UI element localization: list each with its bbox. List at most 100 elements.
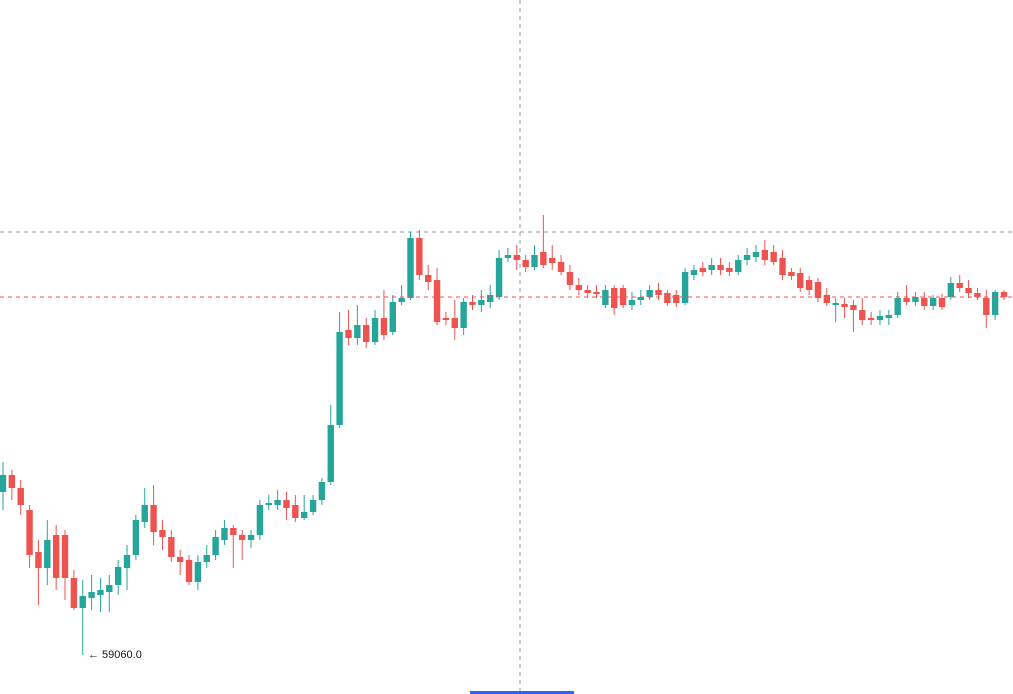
candle-body (433, 280, 441, 322)
min-price-label: ← 59060.0 (88, 649, 142, 661)
candle-body (743, 255, 751, 260)
candle-body (655, 290, 662, 295)
candle-body (584, 290, 591, 293)
candle-body (956, 283, 963, 288)
candle-body (265, 503, 272, 505)
candle-body (478, 300, 485, 305)
candle-body (832, 303, 839, 305)
candle-body (451, 318, 458, 328)
candle-body (522, 260, 529, 267)
candle-body (194, 562, 202, 582)
candle-body (132, 520, 140, 555)
candle-body (487, 295, 494, 302)
candle-body (469, 302, 476, 305)
candle-body (495, 258, 503, 297)
candle-body (628, 300, 636, 305)
candle-body (726, 268, 733, 272)
candle-body (549, 258, 556, 263)
candle-body (814, 282, 822, 298)
candle-body (150, 505, 157, 532)
candle-body (797, 273, 804, 288)
candle-body (309, 500, 317, 512)
candle-body (921, 298, 928, 306)
candle-body (106, 585, 113, 592)
candle-body (425, 275, 432, 282)
candle-body (0, 475, 7, 492)
candle-body (212, 537, 219, 555)
candle-body (168, 537, 175, 557)
candle-body (141, 505, 148, 522)
candle-body (947, 283, 955, 297)
candle-body (283, 500, 290, 508)
candle-body (761, 250, 769, 260)
candle-body (619, 288, 627, 305)
candle-body (602, 290, 609, 305)
candle-body (557, 262, 565, 272)
candle-body (26, 510, 33, 555)
candle-body (79, 596, 86, 608)
candle-body (805, 280, 813, 290)
candle-body (850, 305, 857, 310)
candle-body (699, 268, 707, 272)
candle-body (637, 297, 645, 300)
candle-body (566, 272, 574, 285)
candle-body (664, 293, 671, 303)
candle-body (61, 535, 69, 578)
candle-body (256, 505, 264, 535)
time-scale-handle[interactable] (470, 691, 574, 694)
candle-body (327, 425, 334, 482)
candle-body (35, 552, 42, 568)
candle-body (823, 295, 831, 303)
candle-body (974, 293, 981, 297)
candle-body (407, 238, 414, 298)
candle-body (903, 298, 910, 302)
candle-body (681, 272, 689, 303)
candle-body (708, 265, 715, 270)
candle-body (318, 482, 326, 500)
candle-body (362, 325, 370, 342)
candle-body (690, 270, 698, 275)
candle-body (876, 316, 884, 320)
candle-body (380, 318, 388, 335)
candle-body (841, 304, 848, 307)
candle-body (929, 298, 937, 306)
candle-body (159, 530, 166, 537)
candles (0, 215, 1013, 655)
candle-body (185, 560, 193, 582)
candle-body (238, 535, 246, 540)
candle-body (371, 318, 379, 342)
candle-body (965, 288, 972, 293)
candle-body (788, 272, 795, 276)
candle-body (221, 528, 228, 540)
candle-body (983, 298, 990, 315)
candle-body (859, 310, 866, 320)
candle-body (442, 318, 450, 320)
candle-body (44, 540, 51, 568)
candle-body (300, 512, 308, 518)
candle-body (336, 332, 343, 425)
candle-body (1000, 292, 1008, 297)
candle-body (673, 295, 680, 303)
candle-body (593, 292, 600, 294)
candle-body (735, 260, 742, 272)
candle-body (398, 298, 405, 302)
candle-body (611, 288, 618, 308)
candle-body (717, 265, 724, 270)
candle-body (894, 298, 901, 315)
candle-body (885, 315, 893, 318)
candle-body (114, 567, 122, 585)
candle-body (292, 505, 299, 518)
candle-body (230, 528, 237, 535)
candle-body (8, 475, 16, 488)
candle-body (513, 255, 520, 260)
candle-body (531, 255, 538, 267)
candle-body (203, 555, 210, 562)
candle-body (575, 285, 582, 290)
candle-body (867, 318, 875, 320)
candle-body (52, 535, 60, 578)
candle-body (770, 252, 777, 262)
candle-body (779, 258, 786, 275)
candle-body (70, 578, 78, 608)
candle-body (504, 255, 512, 258)
